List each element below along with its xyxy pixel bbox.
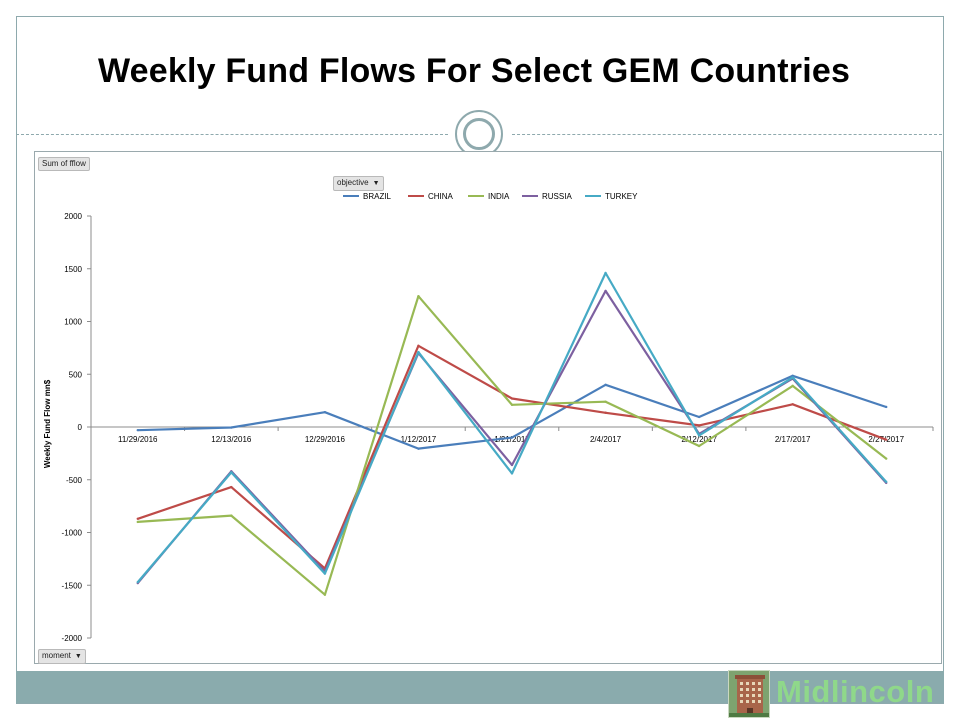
- series-line-india: [137, 295, 887, 596]
- legend-label-turkey: TURKEY: [605, 192, 638, 201]
- data-point-brazil: [697, 415, 701, 419]
- data-point-brazil: [510, 436, 514, 439]
- x-tick-label: 2/17/2017: [775, 435, 811, 444]
- bottom-bar: [16, 671, 944, 703]
- y-tick-label: -1500: [62, 581, 83, 590]
- slide-title: Weekly Fund Flows For Select GEM Countri…: [97, 52, 851, 90]
- y-tick-label: 1500: [64, 265, 82, 274]
- data-point-china: [885, 438, 888, 441]
- data-point-brazil: [136, 428, 139, 432]
- y-tick-label: 2000: [64, 212, 82, 221]
- data-point-india: [697, 444, 701, 448]
- data-point-russia: [510, 463, 514, 467]
- y-tick-label: -2000: [62, 634, 83, 643]
- series-line-turkey: [136, 271, 888, 583]
- dropdown-arrow-icon: ▼: [372, 180, 380, 187]
- data-point-brazil: [230, 426, 233, 429]
- x-tick-label: 2/12/2017: [681, 435, 717, 444]
- data-point-china: [417, 344, 420, 347]
- data-point-india: [230, 514, 233, 517]
- divider-right: [512, 134, 942, 135]
- series-line-china: [137, 344, 887, 570]
- x-tick-label: 1/21/2017: [494, 435, 530, 444]
- legend-label-china: CHINA: [428, 192, 454, 201]
- data-point-india: [885, 457, 888, 460]
- pivot-axis-field-label: moment: [42, 651, 71, 660]
- data-point-india: [791, 384, 794, 388]
- data-point-turkey: [697, 434, 701, 437]
- y-axis-label: Weekly Fund Flow mn$: [43, 379, 52, 468]
- data-point-turkey: [885, 480, 888, 484]
- pivot-chart-area: Sum of fflow objective ▼ moment ▼ BRAZIL CH…: [34, 151, 942, 664]
- x-tick-label: 12/29/2016: [305, 435, 346, 444]
- y-tick-label: -1000: [62, 529, 83, 538]
- y-tick-label: 500: [69, 370, 83, 379]
- divider-left: [16, 134, 448, 135]
- data-point-turkey: [323, 572, 327, 575]
- legend-label-brazil: BRAZIL: [363, 192, 392, 201]
- y-tick-label: 0: [78, 423, 83, 432]
- data-point-turkey: [136, 580, 139, 584]
- data-point-china: [604, 411, 607, 414]
- dropdown-arrow-icon: ▼: [74, 653, 82, 660]
- x-axis: 11/29/2016 12/13/2016 12/29/2016 1/12/2017 1…: [90, 426, 934, 444]
- data-point-india: [604, 400, 607, 403]
- data-point-india: [136, 520, 139, 524]
- circle-ornament-inner: [463, 118, 495, 150]
- building-photo-icon: [728, 670, 770, 718]
- x-tick-label: 1/12/2017: [401, 435, 437, 444]
- data-point-brazil: [885, 405, 888, 409]
- pivot-legend-field-label: objective: [337, 178, 369, 187]
- pivot-axis-field-button[interactable]: moment ▼: [38, 649, 86, 664]
- legend-label-india: INDIA: [488, 192, 510, 201]
- data-point-china: [697, 424, 701, 427]
- line-chart: BRAZIL CHINA INDIA RUSSIA TURKEY 2000 1500 100…: [43, 192, 934, 643]
- y-tick-label: -500: [66, 476, 83, 485]
- data-point-brazil: [323, 411, 327, 414]
- legend-label-russia: RUSSIA: [542, 192, 572, 201]
- data-point-india: [510, 403, 514, 407]
- pivot-data-field-label: Sum of fflow: [42, 159, 86, 168]
- data-point-turkey: [230, 471, 233, 474]
- data-point-india: [417, 294, 420, 298]
- data-point-turkey: [510, 472, 514, 475]
- data-point-india: [323, 593, 327, 596]
- pivot-legend-field-button[interactable]: objective ▼: [333, 176, 384, 191]
- logo-text: Midlincoln: [776, 674, 935, 709]
- data-point-turkey: [604, 271, 607, 275]
- data-point-brazil: [604, 383, 607, 386]
- data-point-china: [510, 397, 514, 400]
- circle-ornament-icon: [455, 110, 503, 158]
- data-point-china: [230, 485, 233, 489]
- data-point-brazil: [417, 447, 420, 450]
- y-axis: 2000 1500 1000 500 0 -500 -1000 -1500 -2000: [62, 212, 92, 643]
- x-tick-label: 11/29/2016: [118, 435, 158, 444]
- x-tick-label: 2/4/2017: [590, 435, 622, 444]
- data-point-china: [791, 403, 794, 406]
- data-point-china: [136, 517, 139, 520]
- midlincoln-logo: Midlincoln: [728, 670, 943, 720]
- y-tick-label: 1000: [64, 318, 82, 327]
- x-tick-label: 12/13/2016: [211, 435, 252, 444]
- data-point-turkey: [417, 350, 420, 354]
- series-lines: [136, 271, 888, 596]
- data-point-turkey: [791, 376, 794, 379]
- pivot-data-field-button[interactable]: Sum of fflow: [38, 157, 90, 171]
- data-point-russia: [604, 289, 607, 293]
- chart-legend: BRAZIL CHINA INDIA RUSSIA TURKEY: [343, 192, 638, 201]
